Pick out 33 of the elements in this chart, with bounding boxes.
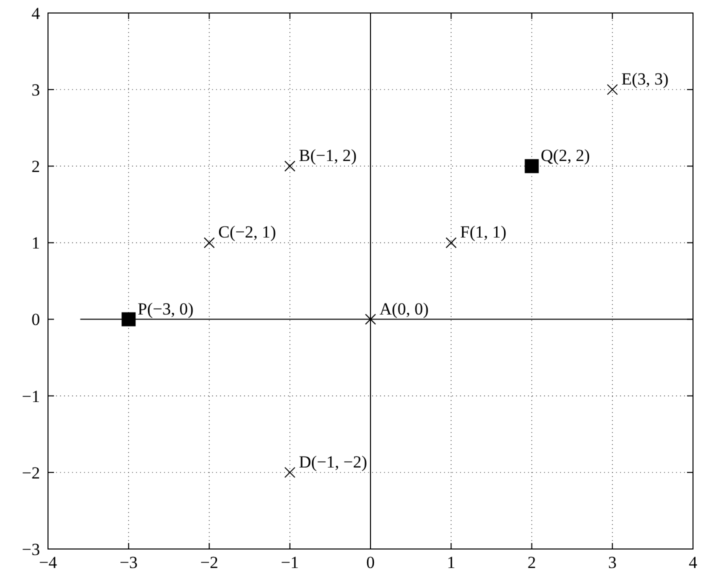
point bbox=[365, 314, 376, 325]
x-tick-label: 3 bbox=[608, 553, 617, 572]
annotation: A(0, 0) bbox=[380, 299, 429, 318]
x-tick-label: 2 bbox=[528, 553, 536, 572]
annotation: D(−1, −2) bbox=[298, 452, 368, 472]
y-tick-label: −3 bbox=[22, 540, 40, 559]
y-tick-label: 2 bbox=[32, 157, 40, 176]
y-tick-label: −2 bbox=[22, 463, 40, 482]
y-tick-label: 4 bbox=[32, 4, 40, 23]
annotation: F(1, 1) bbox=[460, 222, 506, 242]
y-tick-label: −1 bbox=[22, 386, 40, 406]
annotation: Q(2, 2) bbox=[540, 146, 590, 166]
x-tick-label: −1 bbox=[280, 553, 299, 572]
point bbox=[524, 159, 539, 174]
y-tick-label: 3 bbox=[32, 80, 40, 100]
annotation: E(3, 3) bbox=[621, 70, 669, 89]
point bbox=[284, 466, 296, 478]
annotation: B(−1, 2) bbox=[298, 146, 357, 166]
point bbox=[122, 312, 136, 326]
x-tick-label: −3 bbox=[120, 553, 138, 572]
annotation: P(−3, 0) bbox=[138, 299, 194, 318]
annotation: C(−2, 1) bbox=[218, 222, 276, 242]
y-tick-label: 1 bbox=[32, 234, 40, 253]
x-tick-label: −2 bbox=[200, 553, 218, 572]
x-tick-label: −4 bbox=[38, 553, 58, 572]
x-tick-label: 1 bbox=[446, 553, 456, 572]
point bbox=[446, 237, 457, 248]
point bbox=[204, 237, 215, 248]
point bbox=[606, 84, 618, 96]
y-tick-label: 0 bbox=[32, 310, 40, 330]
x-tick-label: 0 bbox=[366, 553, 375, 572]
point bbox=[284, 160, 296, 172]
x-tick-label: 4 bbox=[688, 553, 698, 572]
